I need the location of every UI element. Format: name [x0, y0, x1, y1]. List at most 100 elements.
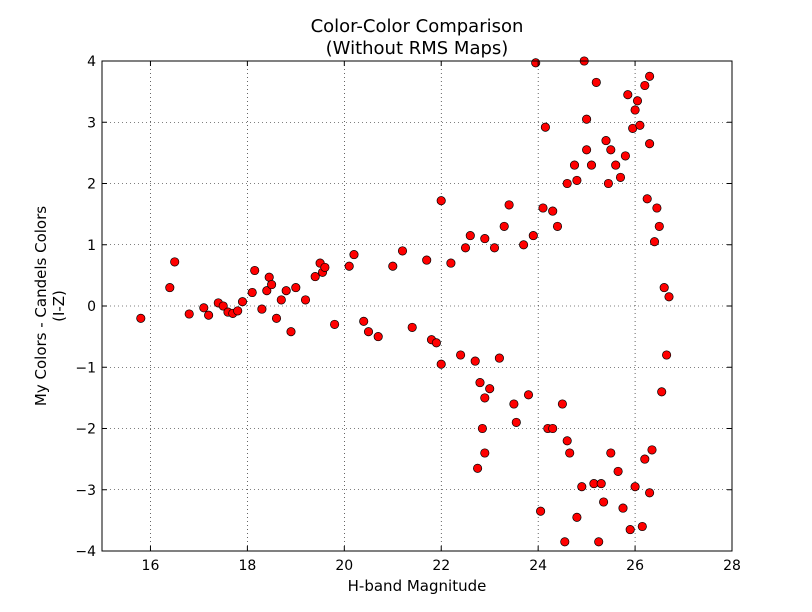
data-point — [606, 145, 616, 155]
data-point — [618, 503, 628, 513]
data-point — [257, 304, 267, 314]
data-point — [519, 240, 529, 250]
data-point — [473, 463, 483, 473]
data-point — [591, 77, 601, 87]
x-axis-label: H-band Magnitude — [348, 577, 487, 595]
data-point — [613, 466, 623, 476]
data-point — [494, 353, 504, 363]
data-point — [654, 221, 664, 231]
x-tick-label: 16 — [142, 558, 160, 574]
data-point — [218, 301, 228, 311]
data-point — [645, 139, 655, 149]
data-point — [562, 178, 572, 189]
chart-title: Color-Color Comparison — [311, 16, 524, 37]
data-point — [330, 319, 340, 329]
data-point — [572, 512, 582, 522]
data-point — [577, 482, 587, 492]
data-point — [647, 445, 657, 455]
y-tick-label: −4 — [75, 544, 96, 560]
y-tick-label: 2 — [87, 177, 96, 193]
x-tick-labels: 16 18 20 22 24 26 28 — [142, 558, 741, 574]
data-point — [470, 356, 480, 366]
data-point — [504, 200, 514, 210]
data-point — [436, 196, 446, 206]
data-point — [477, 423, 487, 434]
data-point — [569, 160, 580, 170]
y-tick-label: 4 — [87, 54, 96, 70]
data-point — [262, 286, 272, 296]
data-point — [664, 292, 674, 302]
data-point — [373, 332, 383, 342]
grid-lines — [102, 61, 732, 551]
x-tick-label: 20 — [335, 558, 353, 574]
data-point — [480, 448, 490, 458]
data-point — [267, 280, 277, 290]
data-point — [291, 283, 301, 293]
data-point — [320, 262, 330, 272]
data-point — [586, 160, 597, 170]
data-point — [446, 258, 456, 268]
data-point — [349, 250, 359, 260]
data-point — [407, 322, 417, 332]
data-point — [582, 114, 592, 124]
data-point — [548, 206, 558, 216]
data-point — [480, 234, 490, 244]
x-tick-label: 28 — [723, 558, 741, 574]
data-point — [276, 295, 286, 305]
data-point — [552, 221, 563, 231]
data-point — [649, 237, 660, 247]
x-tick-label: 24 — [529, 558, 547, 574]
y-axis-label: My Colors - Candels Colors — [32, 206, 50, 406]
data-point — [485, 384, 495, 394]
data-point — [630, 105, 640, 115]
data-point — [652, 203, 662, 213]
data-point — [582, 145, 592, 155]
y-tick-label: −1 — [75, 360, 96, 376]
data-point — [601, 136, 611, 146]
y-tick-label: 3 — [87, 115, 96, 131]
y-tick-labels: −4 −3 −2 −1 0 1 2 3 4 — [75, 54, 96, 560]
y-tick-label: −2 — [75, 422, 96, 438]
data-point — [250, 265, 260, 276]
x-tick-label: 18 — [238, 558, 256, 574]
data-point — [480, 393, 490, 403]
data-point — [599, 497, 609, 507]
data-point — [523, 390, 534, 400]
x-tick-label: 26 — [626, 558, 644, 574]
data-point — [594, 537, 604, 547]
data-point — [645, 71, 655, 81]
data-point — [642, 194, 652, 204]
data-point — [170, 257, 180, 267]
chart-subtitle: (Without RMS Maps) — [326, 38, 509, 59]
data-point — [630, 482, 640, 492]
data-point — [237, 297, 248, 307]
x-tick-label: 22 — [432, 558, 450, 574]
data-point — [623, 90, 633, 100]
y-axis-label-secondary: (I-Z) — [50, 290, 68, 322]
data-point — [456, 350, 466, 360]
data-point — [540, 122, 550, 132]
data-point — [536, 506, 546, 516]
data-point — [615, 172, 626, 182]
data-point — [489, 243, 500, 253]
data-point — [363, 327, 374, 337]
data-point — [233, 306, 243, 316]
data-point — [557, 399, 567, 409]
data-point — [388, 261, 398, 271]
data-point — [620, 151, 630, 161]
data-point — [310, 272, 320, 282]
data-point — [640, 80, 650, 91]
data-point — [475, 378, 485, 388]
data-point — [657, 387, 667, 397]
data-point — [596, 479, 606, 489]
data-point — [431, 338, 441, 348]
data-point — [300, 295, 311, 305]
y-tick-label: 0 — [87, 299, 96, 315]
data-point — [165, 283, 175, 293]
data-point — [422, 255, 432, 265]
data-point — [281, 286, 291, 296]
data-points — [136, 56, 674, 547]
data-point — [344, 261, 354, 271]
data-point — [286, 327, 296, 337]
